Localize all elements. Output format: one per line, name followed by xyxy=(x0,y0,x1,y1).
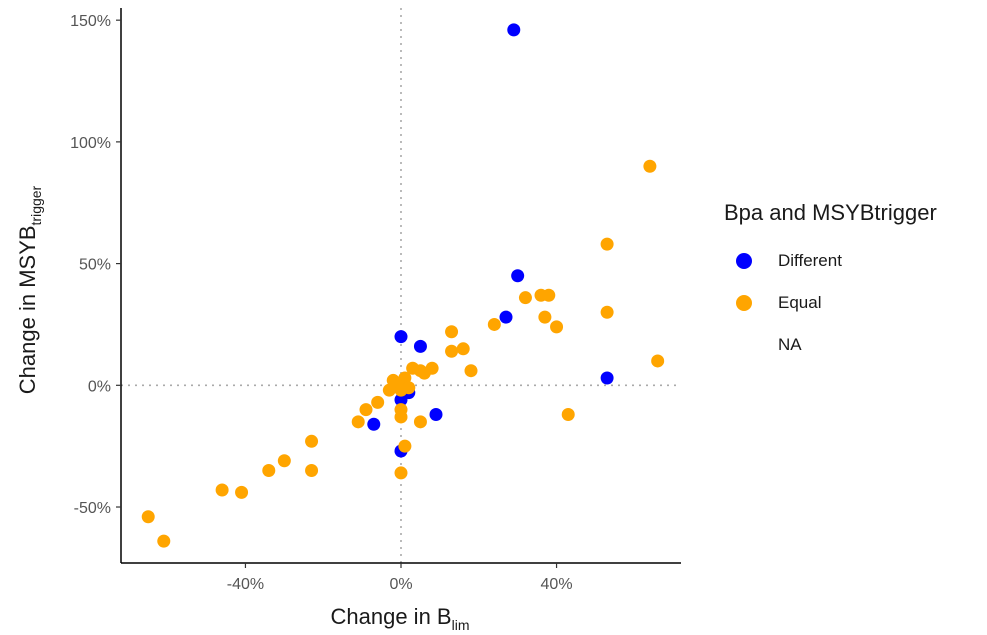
point-equal xyxy=(600,237,614,251)
point-different xyxy=(413,339,427,353)
point-different xyxy=(511,269,525,283)
point-equal xyxy=(398,439,412,453)
x-tick-label: 40% xyxy=(541,576,573,593)
point-equal xyxy=(141,510,155,524)
legend-item-na: NA xyxy=(724,324,937,366)
y-tick-label: 0% xyxy=(88,378,111,395)
legend-key-different xyxy=(736,253,752,269)
point-equal xyxy=(351,415,365,429)
point-different xyxy=(394,330,408,344)
point-equal xyxy=(382,383,396,397)
x-axis-ticks: -40% 0% 40% xyxy=(227,563,573,593)
point-equal xyxy=(413,415,427,429)
legend: Bpa and MSYBtrigger Different Equal NA xyxy=(724,200,937,366)
point-equal xyxy=(445,344,459,358)
point-equal xyxy=(305,464,319,477)
point-different xyxy=(600,371,614,385)
reference-lines xyxy=(121,8,681,563)
legend-label-equal: Equal xyxy=(778,293,822,312)
y-tick-label: 150% xyxy=(70,13,111,30)
point-equal xyxy=(550,320,564,334)
x-axis-title-subscript: lim xyxy=(452,617,470,633)
legend-label-different: Different xyxy=(778,251,842,270)
point-different xyxy=(367,417,381,431)
point-equal xyxy=(406,361,420,375)
legend-key-equal xyxy=(736,295,752,311)
point-different xyxy=(429,408,443,422)
point-equal xyxy=(371,395,385,409)
point-equal xyxy=(394,410,408,424)
point-equal xyxy=(277,454,291,468)
point-equal xyxy=(394,383,408,397)
point-different xyxy=(507,23,521,37)
point-equal xyxy=(464,364,478,378)
point-equal xyxy=(235,485,249,499)
legend-item-different: Different xyxy=(724,240,937,282)
point-equal xyxy=(538,310,552,324)
point-equal xyxy=(215,483,229,497)
y-tick-label: -50% xyxy=(74,500,111,517)
x-axis-title: Change in Blim xyxy=(331,604,470,633)
point-equal xyxy=(561,408,575,422)
y-tick-label: 100% xyxy=(70,135,111,152)
y-axis-title: Change in MSYBtrigger xyxy=(15,185,44,394)
point-equal xyxy=(262,464,276,477)
point-equal xyxy=(456,342,470,356)
legend-label-na: NA xyxy=(778,335,802,354)
y-tick-label: 50% xyxy=(79,257,111,274)
point-equal xyxy=(394,466,408,480)
point-equal xyxy=(643,159,657,173)
y-axis-title-subscript: trigger xyxy=(28,185,44,225)
y-axis-title-main: Change in MSYB xyxy=(15,225,40,394)
x-tick-label: -40% xyxy=(227,576,264,593)
x-axis-title-main: Change in B xyxy=(331,604,452,629)
point-equal xyxy=(651,354,665,368)
point-different xyxy=(499,310,513,324)
data-points xyxy=(141,23,665,548)
point-equal xyxy=(305,434,319,448)
point-equal xyxy=(487,317,501,331)
point-different xyxy=(394,393,408,407)
point-equal xyxy=(600,305,614,319)
x-tick-label: 0% xyxy=(389,576,412,593)
point-equal xyxy=(359,403,373,417)
point-equal xyxy=(417,366,431,380)
point-equal xyxy=(542,288,556,302)
point-equal xyxy=(518,291,532,305)
y-axis-ticks: -50% 0% 50% 100% 150% xyxy=(70,13,121,517)
point-equal xyxy=(157,534,171,548)
legend-item-equal: Equal xyxy=(724,282,937,324)
legend-key-na xyxy=(736,337,752,353)
legend-title: Bpa and MSYBtrigger xyxy=(724,200,937,225)
point-equal xyxy=(445,325,459,339)
